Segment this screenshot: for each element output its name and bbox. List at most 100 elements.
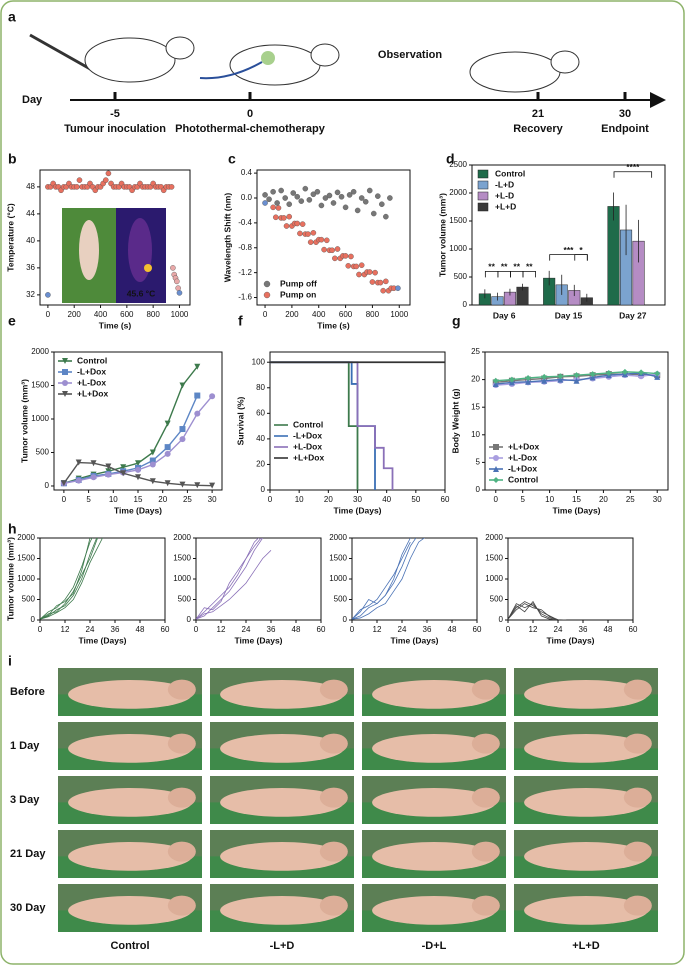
point	[318, 202, 325, 209]
point	[374, 193, 381, 199]
legend-label: +L+D	[495, 201, 516, 211]
point	[278, 187, 284, 194]
timeline-event: Recovery	[513, 123, 563, 135]
photo-head	[167, 841, 196, 862]
y-tick-label: 500	[334, 595, 348, 604]
legend-swatch	[477, 180, 489, 190]
x-tick-label: 20	[158, 495, 167, 504]
mouse-head	[550, 50, 580, 74]
photo-mouse	[524, 842, 648, 871]
point	[321, 246, 327, 253]
photo-head	[471, 679, 500, 700]
point	[262, 192, 268, 198]
point	[377, 279, 384, 286]
point	[370, 210, 377, 217]
x-tick-label: 24	[86, 625, 95, 634]
photo-head	[471, 787, 500, 808]
marker	[60, 480, 67, 487]
x-tick-label: 0	[494, 495, 499, 504]
x-tick-label: 60	[317, 625, 326, 634]
point	[348, 253, 354, 260]
legend-label: -L+Dox	[293, 430, 322, 440]
x-tick-label: 0	[38, 625, 43, 634]
series-line	[40, 538, 98, 620]
marker	[179, 426, 186, 433]
x-tick-label: 60	[161, 625, 170, 634]
legend-swatch	[263, 280, 271, 288]
point	[283, 223, 290, 229]
series-line	[40, 538, 93, 620]
x-axis-label: Time (Days)	[78, 635, 126, 645]
y-tick-label: 40	[26, 236, 35, 245]
y-tick-label: -1.6	[238, 293, 252, 302]
point	[275, 205, 282, 211]
sig-label: ****	[626, 162, 640, 172]
x-tick-label: 400	[94, 310, 108, 319]
marker	[541, 373, 548, 380]
y-tick-label: 60	[256, 408, 265, 417]
y-tick-label: 0	[343, 615, 348, 624]
y-axis-label: Tumor volume (mm³)	[5, 537, 15, 621]
x-tick-label: 40	[382, 495, 391, 504]
y-tick-label: 2000	[485, 533, 503, 542]
x-tick-label: 1000	[171, 310, 189, 319]
sig-label: **	[513, 262, 520, 272]
panel-label: d	[446, 151, 455, 167]
y-tick-label: 25	[471, 347, 480, 356]
mouse-body	[229, 44, 321, 86]
marker	[164, 480, 171, 487]
x-tick-label: 12	[217, 625, 226, 634]
marker	[105, 463, 112, 470]
panel-label: g	[452, 313, 461, 329]
x-tick-label: 15	[572, 495, 581, 504]
x-axis-label: Time (Days)	[333, 505, 381, 515]
point	[353, 263, 360, 270]
marker	[638, 369, 645, 376]
day-label: Day	[22, 94, 43, 106]
photo-head	[471, 841, 500, 862]
marker	[75, 477, 82, 484]
x-tick-label: 30	[208, 495, 217, 504]
y-tick-label: 1000	[329, 574, 347, 583]
y-tick-label: 1000	[173, 574, 191, 583]
timeline-event: Tumour inoculation	[64, 123, 166, 135]
photo-head	[319, 679, 348, 700]
x-tick-label: 48	[604, 625, 613, 634]
panel-label: b	[8, 151, 17, 167]
y-tick-label: 2000	[31, 347, 49, 356]
point	[105, 170, 112, 177]
series-line	[508, 603, 559, 620]
marker	[492, 377, 499, 384]
point	[372, 269, 378, 276]
plot-frame	[507, 537, 634, 621]
point	[306, 197, 313, 203]
point	[74, 184, 80, 190]
x-tick-label: 0	[194, 625, 199, 634]
photo-head	[623, 895, 652, 916]
series-line	[40, 538, 103, 620]
timeline-event: Photothermal-chemotherapy	[175, 123, 326, 135]
photo-head	[319, 733, 348, 754]
point	[345, 263, 352, 269]
y-tick-label: 2000	[329, 533, 347, 542]
marker	[654, 373, 661, 380]
mouse-body	[84, 37, 176, 83]
point	[334, 189, 341, 196]
marker	[589, 374, 596, 381]
marker	[149, 461, 156, 468]
point	[307, 239, 314, 245]
marker	[194, 392, 201, 399]
x-tick-label: 60	[629, 625, 638, 634]
photo-mouse	[524, 680, 648, 709]
y-tick-label: 500	[22, 595, 36, 604]
y-tick-label: 2000	[173, 533, 191, 542]
point	[299, 221, 306, 227]
panel-label: a	[8, 9, 16, 25]
x-tick-label: 48	[448, 625, 457, 634]
y-axis-label: Body Weight (g)	[450, 388, 460, 453]
point	[380, 287, 386, 294]
point	[274, 200, 280, 206]
y-tick-label: 80	[256, 383, 265, 392]
point	[338, 193, 345, 200]
